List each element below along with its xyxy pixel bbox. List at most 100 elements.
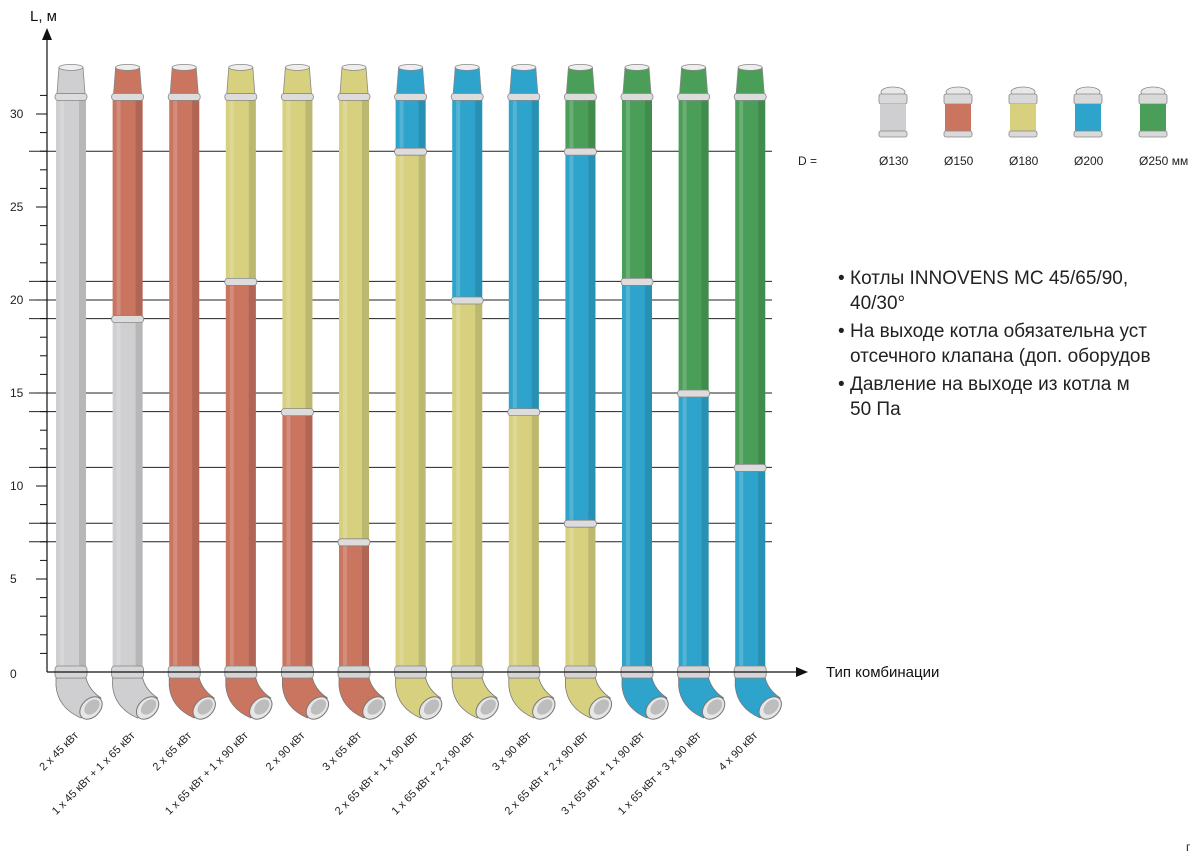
y-tick-label: 25 — [10, 200, 24, 214]
pipe-segment-shade — [475, 95, 483, 301]
category-label: 2 x 65 кВт — [151, 730, 195, 774]
pipe-elbow-inner — [763, 699, 779, 715]
legend-swatch-ring — [1138, 93, 1168, 105]
pipe-segment-highlight — [229, 281, 234, 672]
legend-item: Ø130 — [878, 86, 909, 168]
pipe-segment-shade — [418, 151, 426, 672]
pipe-segment-highlight — [626, 95, 630, 282]
y-tick-label: 0 — [10, 667, 17, 681]
pipe-segment-shade — [362, 541, 369, 672]
note-item: • Котлы INNOVENS MC 45/65/90, 40/30° — [820, 266, 1202, 316]
pipe-segment-highlight — [116, 318, 121, 672]
pipe-segment-shade — [758, 95, 766, 468]
pipe-top-opening — [568, 64, 593, 71]
pipe-segment-highlight — [569, 151, 574, 524]
pipe-segment-highlight — [173, 95, 178, 672]
pipe-segment-highlight — [116, 95, 121, 319]
note-item: • На выходе котла обязательна уст отсечног… — [820, 319, 1202, 369]
pipe-top-opening — [341, 64, 367, 71]
pipe-segment-highlight — [682, 393, 687, 672]
diameter-legend: D = Ø130 Ø150 Ø180 Ø200 Ø250 мм — [798, 86, 1188, 168]
note-text: отсечного клапана (доп. оборудов — [850, 346, 1151, 367]
pipe-top-opening — [454, 64, 480, 71]
legend-swatch — [1140, 104, 1166, 131]
pipe-top-opening — [737, 64, 763, 71]
pipe-joint-ring — [677, 389, 710, 398]
pipe-elbow-inner — [480, 699, 496, 715]
pipe-segment-shade — [475, 300, 483, 672]
notes-list: • Котлы INNOVENS MC 45/65/90, 40/30° • На в… — [820, 266, 1202, 425]
pipe-segment-highlight — [229, 95, 234, 282]
pipe-segment-highlight — [343, 541, 347, 672]
pipe-elbow-inner — [140, 699, 157, 715]
pipe-top-ring — [564, 93, 597, 101]
legend-label: Ø200 — [1074, 154, 1104, 168]
pipe-elbow-inner — [593, 699, 610, 715]
legend-label: Ø130 — [879, 154, 909, 168]
pipe-column — [54, 64, 103, 720]
pipe-segment-shade — [531, 411, 539, 672]
note-text: Котлы INNOVENS MC 45/65/90, — [850, 268, 1129, 289]
pipe-column — [111, 64, 160, 720]
legend-swatch — [880, 104, 906, 131]
pipe-top-cap — [679, 67, 709, 94]
pipe-columns — [54, 64, 782, 720]
pipe-segment-shade — [135, 95, 143, 319]
pipe-segment-highlight — [343, 95, 347, 542]
y-ticks: 0 5 10 15 20 25 30 — [10, 94, 47, 681]
pipe-top-ring — [54, 93, 88, 101]
legend-prefix: D = — [798, 154, 817, 168]
note-text: На выходе котла обязательна уст — [850, 321, 1147, 342]
pipe-joint-ring — [280, 408, 314, 417]
legend-swatch — [1010, 104, 1036, 131]
pipe-top-ring — [337, 93, 371, 101]
pipe-top-cap — [565, 67, 595, 94]
pipe-top-opening — [58, 64, 84, 71]
pipe-top-ring — [507, 93, 541, 101]
pipe-column — [733, 64, 782, 720]
legend-swatch-bottom — [943, 130, 973, 138]
pipe-elbow-inner — [537, 699, 553, 715]
pipe-joint-ring — [111, 315, 144, 324]
pipe-elbow-inner — [650, 699, 666, 715]
pipe-segment-highlight — [739, 467, 744, 672]
pipe-segment-shade — [248, 95, 256, 282]
pipe-top-ring — [224, 93, 258, 101]
axes: L, м Тип комбинации — [30, 8, 939, 681]
pipe-top-ring — [167, 93, 201, 101]
pipe-top-opening — [284, 64, 310, 71]
pipe-top-cap — [396, 67, 426, 94]
pipe-column — [564, 64, 613, 720]
pipe-column — [337, 64, 386, 720]
bullet: • — [838, 268, 845, 289]
category-label: 3 x 90 кВт — [490, 730, 534, 774]
y-tick-label: 20 — [10, 293, 24, 307]
y-axis-arrow — [42, 28, 52, 40]
pipe-segment-shade — [135, 318, 143, 672]
pipe-segment-highlight — [399, 95, 404, 152]
legend-label: Ø150 — [944, 154, 974, 168]
y-tick-label: 30 — [10, 107, 24, 121]
pipe-elbow-inner — [84, 699, 100, 715]
legend-swatch-ring — [943, 93, 973, 105]
pipe-top-cap — [282, 67, 312, 94]
pipe-joint-ring — [620, 277, 654, 286]
pipe-joint-ring — [507, 408, 541, 417]
legend-swatch-bottom — [1138, 130, 1168, 138]
pipe-segment-highlight — [569, 95, 574, 152]
pipe-segment-highlight — [512, 95, 517, 412]
pipe-segment-shade — [701, 393, 709, 672]
pipe-segment-shade — [418, 95, 426, 152]
pipe-joint-ring — [564, 147, 597, 156]
pipe-top-opening — [228, 64, 254, 71]
category-label: 3 x 65 кВт — [320, 730, 364, 774]
pipe-top-opening — [171, 64, 197, 71]
legend-swatch-ring — [1073, 93, 1103, 105]
pipe-top-cap — [452, 67, 482, 94]
pipe-elbow-inner — [367, 699, 383, 715]
pipe-joint-ring — [394, 147, 428, 156]
legend-item: Ø180 — [1008, 86, 1039, 168]
pipe-segment-shade — [588, 95, 596, 152]
pipe-top-opening — [115, 64, 140, 71]
